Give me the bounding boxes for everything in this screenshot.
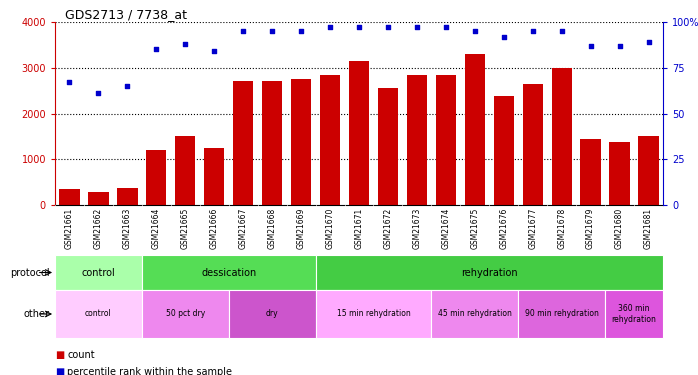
- Bar: [142, 255, 315, 290]
- Bar: [142, 290, 229, 338]
- Point: [411, 24, 422, 30]
- Bar: [59, 189, 80, 205]
- Text: GSM21661: GSM21661: [65, 207, 74, 249]
- Text: GSM21670: GSM21670: [325, 207, 334, 249]
- Text: GSM21662: GSM21662: [94, 207, 103, 249]
- Bar: [378, 88, 398, 205]
- Text: GSM21678: GSM21678: [557, 207, 566, 249]
- Text: 360 min
rehydration: 360 min rehydration: [611, 304, 657, 324]
- Bar: [609, 142, 630, 205]
- Bar: [320, 75, 340, 205]
- Text: 50 pct dry: 50 pct dry: [165, 309, 205, 318]
- Text: GSM21664: GSM21664: [152, 207, 161, 249]
- Bar: [233, 81, 253, 205]
- Bar: [518, 290, 605, 338]
- Text: GDS2713 / 7738_at: GDS2713 / 7738_at: [65, 8, 187, 21]
- Text: GSM21665: GSM21665: [181, 207, 190, 249]
- Text: GSM21666: GSM21666: [209, 207, 218, 249]
- Bar: [349, 61, 369, 205]
- Bar: [55, 255, 142, 290]
- Text: 90 min rehydration: 90 min rehydration: [525, 309, 599, 318]
- Text: protocol: protocol: [10, 267, 50, 278]
- Bar: [117, 188, 138, 205]
- Bar: [493, 96, 514, 205]
- Point: [295, 28, 306, 34]
- Bar: [88, 192, 109, 205]
- Text: GSM21680: GSM21680: [615, 207, 624, 249]
- Bar: [229, 290, 315, 338]
- Text: GSM21679: GSM21679: [586, 207, 595, 249]
- Text: count: count: [67, 350, 95, 360]
- Point: [121, 83, 133, 89]
- Bar: [291, 79, 311, 205]
- Bar: [605, 290, 663, 338]
- Point: [237, 28, 248, 34]
- Text: GSM21681: GSM21681: [644, 207, 653, 249]
- Text: 45 min rehydration: 45 min rehydration: [438, 309, 512, 318]
- Bar: [581, 139, 601, 205]
- Point: [209, 48, 220, 54]
- Text: GSM21667: GSM21667: [239, 207, 248, 249]
- Text: ■: ■: [55, 367, 64, 375]
- Text: rehydration: rehydration: [461, 267, 518, 278]
- Point: [267, 28, 278, 34]
- Point: [614, 43, 625, 49]
- Text: 15 min rehydration: 15 min rehydration: [336, 309, 410, 318]
- Point: [325, 24, 336, 30]
- Text: GSM21671: GSM21671: [355, 207, 364, 249]
- Bar: [315, 290, 431, 338]
- Point: [498, 34, 510, 40]
- Text: GSM21676: GSM21676: [499, 207, 508, 249]
- Text: GSM21675: GSM21675: [470, 207, 480, 249]
- Bar: [407, 75, 427, 205]
- Text: GSM21674: GSM21674: [441, 207, 450, 249]
- Point: [527, 28, 538, 34]
- Point: [585, 43, 596, 49]
- Text: control: control: [85, 309, 112, 318]
- Point: [440, 24, 452, 30]
- Bar: [146, 150, 166, 205]
- Point: [93, 90, 104, 96]
- Point: [469, 28, 480, 34]
- Bar: [523, 84, 543, 205]
- Bar: [204, 148, 224, 205]
- Point: [353, 24, 364, 30]
- Point: [179, 41, 191, 47]
- Text: ■: ■: [55, 350, 64, 360]
- Text: GSM21672: GSM21672: [383, 207, 392, 249]
- Text: GSM21668: GSM21668: [267, 207, 276, 249]
- Text: dry: dry: [266, 309, 279, 318]
- Text: percentile rank within the sample: percentile rank within the sample: [67, 367, 232, 375]
- Point: [64, 80, 75, 86]
- Text: GSM21673: GSM21673: [413, 207, 422, 249]
- Text: dessication: dessication: [201, 267, 256, 278]
- Point: [643, 39, 654, 45]
- Bar: [465, 54, 485, 205]
- Text: GSM21669: GSM21669: [297, 207, 306, 249]
- Bar: [175, 136, 195, 205]
- Bar: [262, 81, 282, 205]
- Bar: [55, 290, 142, 338]
- Bar: [431, 290, 518, 338]
- Point: [151, 46, 162, 53]
- Bar: [315, 255, 663, 290]
- Bar: [639, 136, 659, 205]
- Point: [556, 28, 567, 34]
- Text: GSM21677: GSM21677: [528, 207, 537, 249]
- Text: GSM21663: GSM21663: [123, 207, 132, 249]
- Bar: [436, 75, 456, 205]
- Bar: [551, 68, 572, 205]
- Text: control: control: [82, 267, 115, 278]
- Point: [383, 24, 394, 30]
- Text: other: other: [24, 309, 50, 319]
